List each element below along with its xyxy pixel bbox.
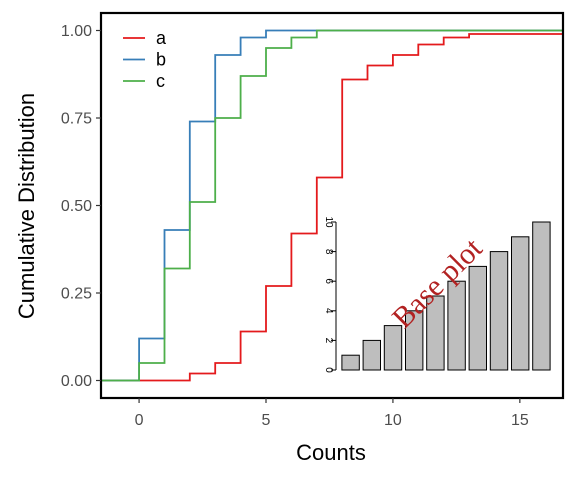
x-tick-label: 10 [384,412,402,429]
x-tick-label: 5 [262,412,271,429]
y-axis: 0.00 0.25 0.50 0.75 1.00 [61,23,101,390]
inset-bar [426,295,445,371]
inset-y-tick-label: 10 [323,216,334,228]
y-tick-label: 0.25 [61,286,92,303]
legend-label-a: a [156,28,167,48]
x-tick-label: 0 [135,412,144,429]
inset-bar [511,236,530,371]
series-line-b [101,29,563,382]
legend-label-b: b [156,50,166,70]
inset-bar [383,325,403,371]
y-tick-label: 1.00 [61,23,92,40]
y-axis-title: Cumulative Distribution [14,93,39,319]
y-tick-label: 0.00 [61,373,92,390]
inset-y-tick-label: 4 [323,308,334,314]
inset-bar [447,280,466,371]
inset-bar [468,265,488,371]
y-tick-label: 0.75 [61,111,92,128]
inset-bar [405,310,424,371]
inset-y-tick-label: 6 [323,278,334,284]
x-tick-label: 15 [511,412,529,429]
inset-y-tick-label: 0 [323,367,334,373]
legend: abc [123,28,167,91]
inset-y-tick-label: 8 [323,249,334,255]
x-axis-title: Counts [296,440,366,465]
series-line-c [101,29,563,382]
x-axis: 0 5 10 15 [135,398,529,429]
legend-label-c: c [156,71,165,91]
y-tick-label: 0.50 [61,198,92,215]
series-layer [101,29,563,382]
inset-y-tick-label: 2 [323,338,334,344]
series-line-a [101,33,563,382]
inset-bar [362,339,382,371]
inset-bar [532,221,551,371]
inset-bar [489,251,509,371]
inset-bar [341,354,360,371]
